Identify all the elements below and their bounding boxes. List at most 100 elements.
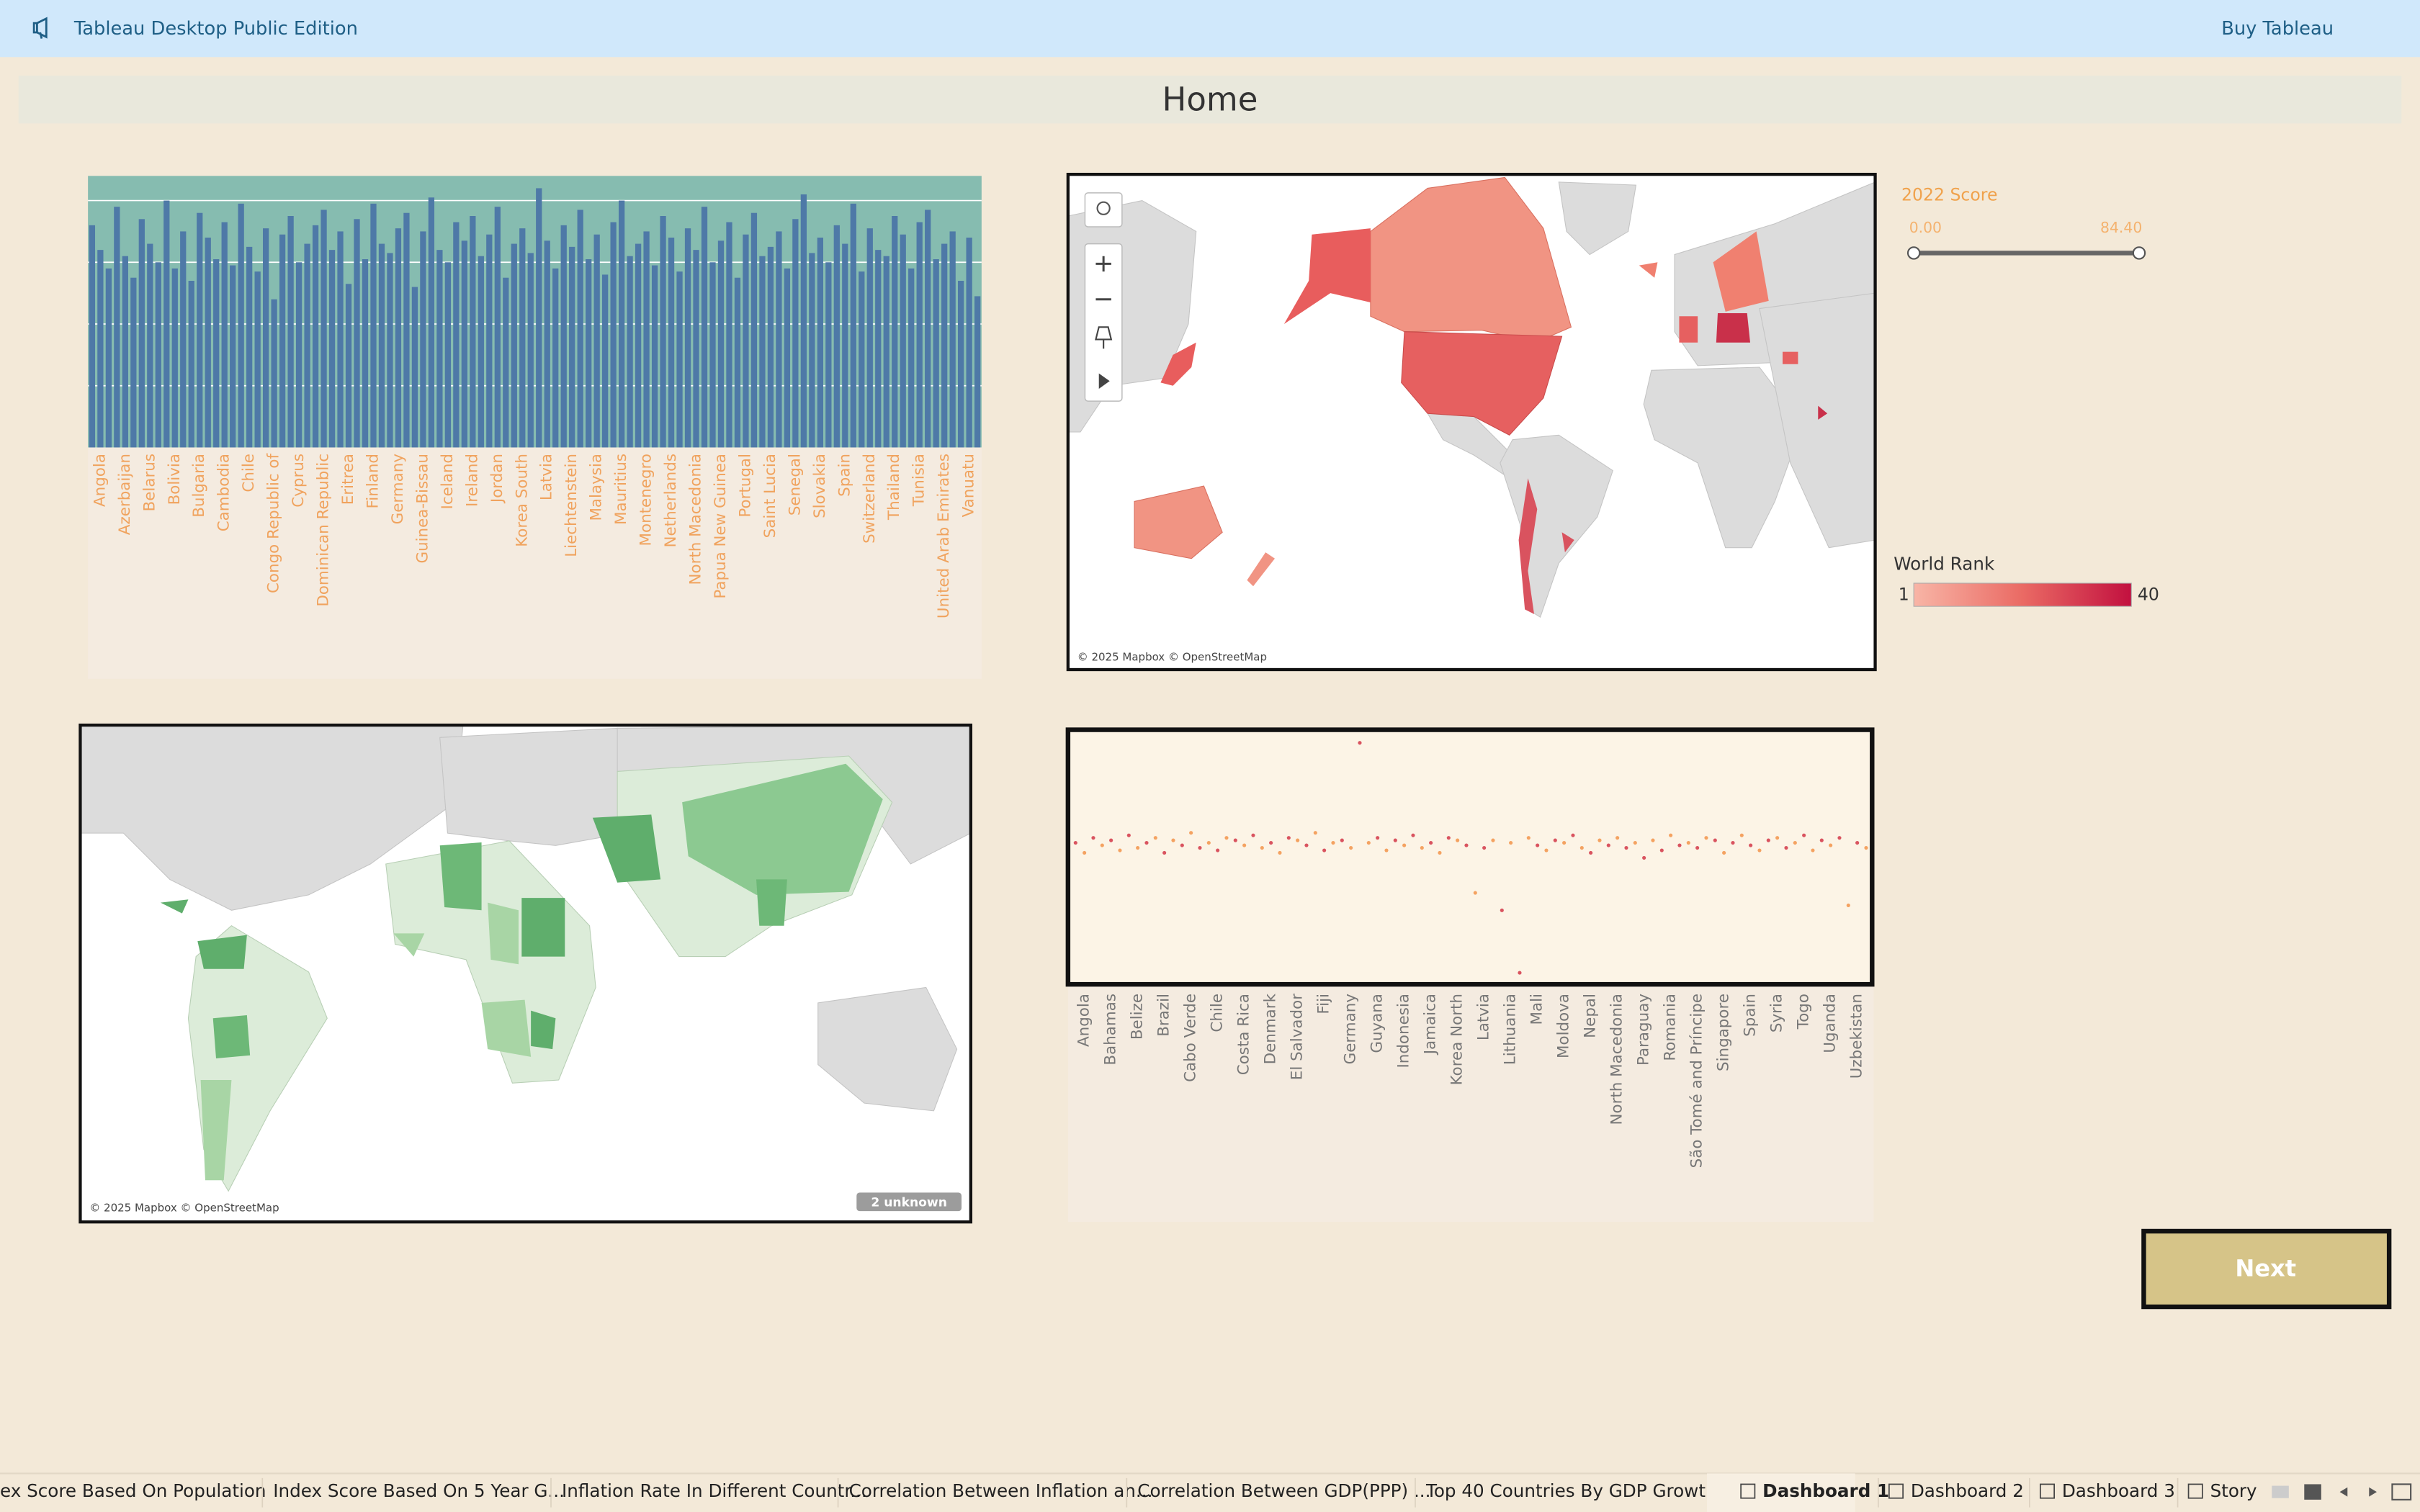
point — [1126, 833, 1131, 837]
bar — [470, 216, 476, 448]
slider-handle[interactable] — [2132, 246, 2146, 260]
tab-label[interactable]: Dashboard 2 — [1911, 1480, 2024, 1501]
tab-label[interactable]: Top 40 Countries By GDP Growt... — [1425, 1480, 1722, 1501]
expand-button[interactable] — [1098, 373, 1110, 389]
point — [1456, 838, 1460, 842]
bar — [866, 228, 873, 448]
tab-label[interactable]: Dashboard 1 — [1762, 1480, 1889, 1501]
unknown-badge[interactable] — [856, 1192, 962, 1212]
region — [682, 763, 883, 895]
x-tick-label: Germany — [389, 454, 407, 525]
bar — [759, 256, 766, 448]
bar — [271, 299, 277, 448]
point — [1278, 850, 1282, 855]
bar — [254, 271, 261, 448]
x-tick-label: Slovakia — [811, 454, 829, 518]
bar — [684, 228, 691, 448]
x-tick-label: Azerbaijan — [116, 454, 134, 535]
point — [1180, 843, 1184, 847]
legend-min: 1 — [1899, 585, 1909, 605]
tab-label[interactable]: Index Score Based On 5 Year G... — [273, 1480, 565, 1501]
bar — [900, 234, 906, 448]
app-bar — [0, 0, 2420, 58]
bar — [221, 222, 228, 448]
region — [160, 899, 189, 914]
bar — [651, 265, 658, 448]
x-tick-label: Netherlands — [662, 454, 680, 548]
unknown-count: 2 unknown — [871, 1195, 947, 1210]
point — [1624, 845, 1628, 850]
tab-label[interactable]: Correlation Between Inflation an... — [849, 1480, 1153, 1501]
bar — [511, 243, 517, 448]
map-toolbar — [1084, 243, 1123, 402]
point — [1233, 838, 1237, 842]
map-canvas: © 2025 Mapbox © OpenStreetMap — [1067, 174, 1876, 670]
next-button[interactable] — [2141, 1228, 2392, 1310]
region — [439, 842, 482, 911]
bar — [925, 210, 931, 448]
point — [1526, 836, 1531, 840]
bar — [428, 197, 435, 448]
x-tick-label: North Macedonia — [687, 454, 705, 585]
bar — [246, 246, 253, 448]
bar — [966, 238, 972, 448]
search-button[interactable] — [1084, 192, 1123, 228]
x-tick-label: Brazil — [1155, 994, 1173, 1037]
bar — [883, 256, 889, 448]
point — [1340, 838, 1344, 842]
filter-title: 2022 Score — [1901, 185, 1997, 205]
point — [1420, 845, 1424, 850]
bar — [205, 238, 211, 448]
announce-icon[interactable] — [32, 17, 48, 39]
bar — [403, 212, 410, 448]
point — [1615, 836, 1620, 840]
point — [1304, 843, 1309, 847]
tab-label[interactable]: Correlation Between GDP(PPP) ... — [1137, 1480, 1430, 1501]
point — [1286, 836, 1291, 840]
tab-scroll[interactable] — [2339, 1487, 2377, 1497]
slider-handle[interactable] — [1906, 246, 1921, 260]
tab-label[interactable]: Inflation Rate In Different Countr... — [562, 1480, 867, 1501]
point — [1784, 845, 1788, 850]
bar — [643, 231, 650, 448]
x-tick-label: Belarus — [140, 454, 158, 511]
tab-label[interactable]: Story — [2210, 1480, 2257, 1501]
bar — [859, 271, 865, 448]
bar — [230, 265, 236, 448]
point — [1579, 845, 1584, 850]
bar — [395, 228, 402, 448]
bar — [519, 228, 526, 448]
buy-link[interactable]: Buy Tableau — [2221, 18, 2334, 40]
bar — [958, 281, 964, 448]
x-tick-label: Cambodia — [215, 454, 233, 531]
bar — [138, 219, 145, 448]
point — [1153, 836, 1157, 840]
bar — [750, 212, 758, 448]
bar — [411, 287, 418, 448]
tab-label[interactable]: ex Score Based On Population — [0, 1480, 266, 1501]
point — [1589, 850, 1593, 855]
view-icon[interactable] — [2272, 1485, 2289, 1498]
point — [1313, 831, 1317, 835]
bar — [560, 225, 567, 448]
map-canvas: © 2025 Mapbox © OpenStreetMap 2 unknown — [80, 725, 971, 1223]
pin-button[interactable] — [1095, 326, 1113, 349]
tab-label[interactable]: Dashboard 3 — [2062, 1480, 2175, 1501]
plot-background — [1065, 727, 1875, 987]
bar — [304, 243, 310, 448]
region — [393, 933, 425, 957]
view-icon[interactable] — [2304, 1484, 2321, 1500]
region — [531, 1010, 556, 1050]
bar — [180, 231, 187, 448]
point — [1464, 843, 1469, 847]
bar — [717, 240, 725, 448]
point — [1296, 838, 1300, 842]
zoom-in[interactable] — [1095, 256, 1111, 272]
tab-menu[interactable] — [2391, 1483, 2412, 1500]
point — [1739, 833, 1744, 837]
filter-max: 84.40 — [2100, 219, 2142, 236]
bar — [792, 219, 799, 448]
bar — [974, 296, 981, 448]
land — [817, 986, 958, 1112]
region — [212, 1015, 251, 1058]
